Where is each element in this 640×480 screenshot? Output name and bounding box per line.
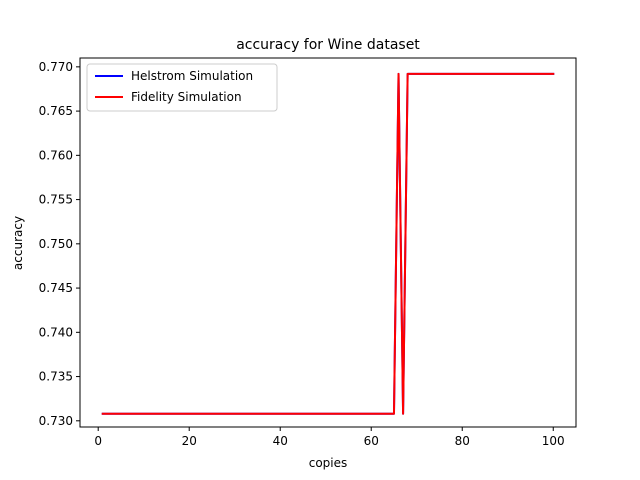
- x-tick-label: 0: [94, 434, 102, 448]
- y-tick-label: 0.745: [39, 281, 73, 295]
- y-tick-label: 0.770: [39, 60, 73, 74]
- x-tick-label: 80: [455, 434, 470, 448]
- plot-background: [80, 58, 576, 427]
- chart-title: accuracy for Wine dataset: [236, 37, 420, 53]
- x-tick-label: 60: [364, 434, 379, 448]
- axes-layer: [79, 57, 577, 428]
- y-tick-label: 0.760: [39, 148, 73, 162]
- x-tick-label: 20: [182, 434, 197, 448]
- legend-label-helstrom: Helstrom Simulation: [131, 69, 253, 83]
- series-line-fidelity: [101, 72, 555, 415]
- x-tick-label: 40: [273, 434, 288, 448]
- x-axis-ticks: 0 20 40 60 80 100: [94, 427, 565, 448]
- x-axis-title: copies: [309, 456, 348, 470]
- legend-label-fidelity: Fidelity Simulation: [131, 90, 242, 104]
- series-layer: [101, 72, 555, 415]
- legend-box: [86, 63, 278, 112]
- y-axis-ticks: 0.730 0.735 0.740 0.745 0.750 0.755 0.760 0.765…: [39, 60, 80, 428]
- y-tick-label: 0.730: [39, 414, 73, 428]
- y-tick-label: 0.750: [39, 237, 73, 251]
- y-tick-label: 0.735: [39, 370, 73, 384]
- y-tick-label: 0.740: [39, 325, 73, 339]
- plot-area: [80, 58, 576, 427]
- y-axis-title: accuracy: [11, 216, 25, 270]
- y-tick-label: 0.755: [39, 193, 73, 207]
- legend: Helstrom Simulation Fidelity Simulation: [86, 63, 278, 112]
- x-tick-label: 100: [542, 434, 565, 448]
- y-tick-label: 0.765: [39, 104, 73, 118]
- axes-frame: [79, 57, 577, 428]
